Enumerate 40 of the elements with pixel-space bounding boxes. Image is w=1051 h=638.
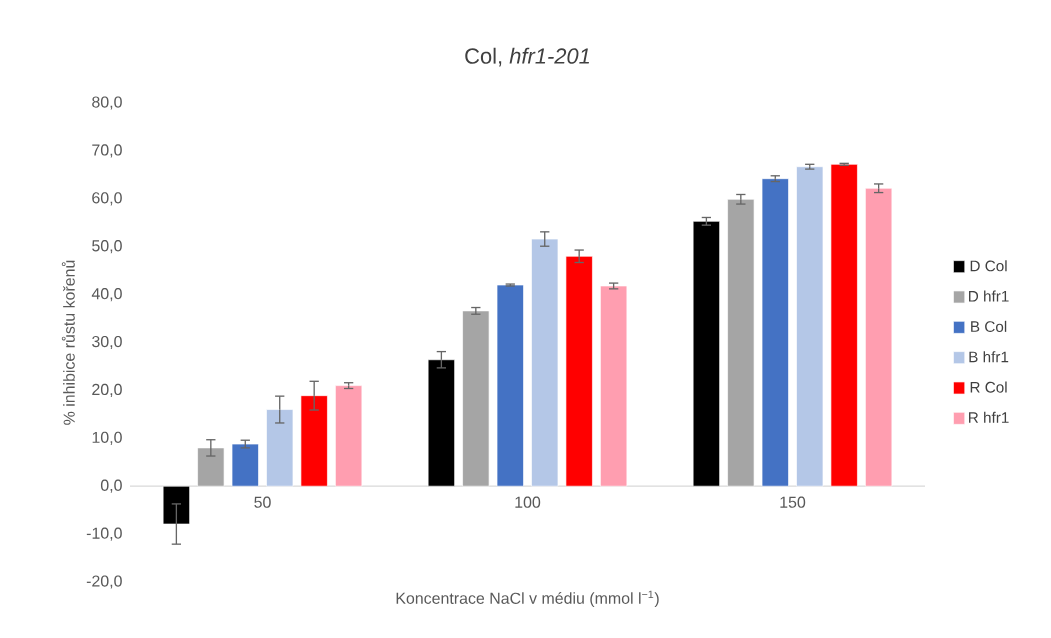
bar [865,187,893,487]
bar [727,198,755,487]
bar [231,443,259,487]
bar [531,238,559,487]
legend-label: R hfr1 [969,411,1009,423]
y-tick-label: 40,0 [91,288,122,302]
y-tick-label: 80,0 [92,96,122,110]
legend-label: R Col [970,381,1007,393]
legend-label: B Col [971,320,1007,333]
y-tick-label: -20,0 [86,575,122,589]
y-tick-label: 30,0 [92,335,122,350]
y-tick-label: 70,0 [92,144,122,158]
y-tick-label: 20,0 [92,383,122,397]
bar [300,395,328,487]
x-tick-label: 50 [254,496,271,508]
y-tick-label: 50,0 [92,240,122,254]
legend-label: D Col [970,260,1007,272]
bar [796,166,824,487]
legend-label: D hfr1 [969,290,1009,302]
bar [761,178,789,487]
y-tick-label: -10,0 [86,527,122,541]
bar [197,447,225,487]
bar [462,310,490,487]
bar [427,359,455,487]
bar [565,255,593,487]
bar [692,220,720,487]
bar [830,163,858,487]
bar [266,409,294,487]
y-tick-label: 60,0 [92,192,122,206]
y-axis-title: % inhibice růstu kořenů [61,260,75,425]
y-tick-label: 0,0 [100,479,122,493]
x-tick-label: 150 [780,496,806,508]
chart-title: Col, hfr1-201 [465,47,589,67]
x-tick-label: 100 [515,496,541,508]
legend-label: B hfr1 [969,351,1009,363]
bar [335,385,363,487]
bar [600,285,628,487]
y-tick-label: 10,0 [92,431,122,445]
x-axis-title: Koncentrace NaCl v médiu (mmol l$^{−1}$) [396,590,659,608]
bar [496,284,524,487]
